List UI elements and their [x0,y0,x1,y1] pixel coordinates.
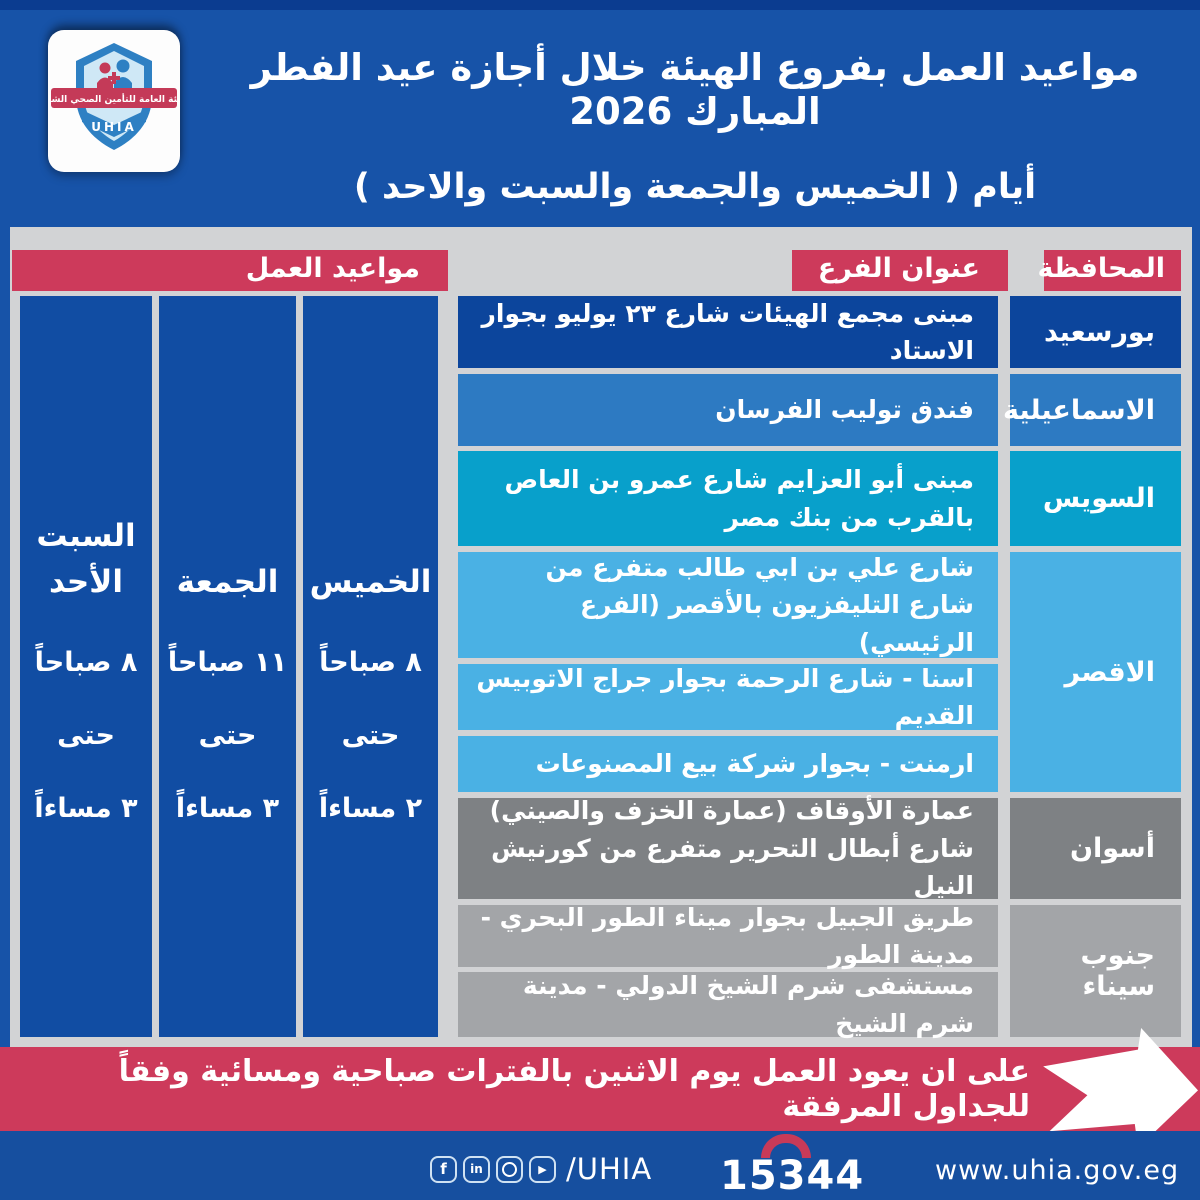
social-handle: /UHIA [566,1152,653,1186]
hotline-block[interactable]: 15344 [720,1131,865,1199]
instagram-ring [502,1161,517,1177]
phone-handset-icon [761,1134,811,1158]
title-line-2: أيام ( الخميس والجمعة والسبت والاحد ) [353,166,1037,207]
notice-banner: على ان يعود العمل يوم الاثنين بالفترات ص… [0,1028,1200,1148]
notice-text: على ان يعود العمل يوم الاثنين بالفترات ص… [118,1054,1030,1124]
governorate-ismailia: الاسماعيلية [1003,374,1181,446]
end-time: ٢ مساءاً [318,793,423,824]
youtube-icon[interactable]: ▶ [529,1155,556,1183]
until-label: حتى [341,720,400,751]
hours-column-saturday-sunday: السبت الأحد ٨ صباحاً حتى ٣ مساءاً [20,296,152,1037]
table-row-address-esna: اسنا - شارع الرحمة بجوار جراج الاتوبيس ا… [458,664,998,730]
table-row-address-luxor-main: شارع علي بن ابي طالب متفرع من شارع التلي… [458,552,998,658]
logo-abbr: UHIA [91,120,137,134]
column-header-branch-address: عنوان الفرع [792,250,1008,291]
day-label: الأحد [49,564,123,600]
uhia-shield-icon: الهيئة العامة للتأمين الصحي الشامل UHIA [35,43,193,150]
until-label: حتى [198,720,257,751]
page-title: مواعيد العمل بفروع الهيئة خلال أجازة عيد… [210,46,1180,207]
top-edge-strip [0,0,1200,10]
governorate-south-sinai: جنوب سيناء [1010,905,1181,1037]
start-time: ٨ صباحاً [34,647,138,678]
social-links: f in ▶ /UHIA [430,1152,652,1186]
branches-table: مواعيد العمل عنوان الفرع المحافظة الخميس… [10,227,1192,1047]
hotline-number: 15344 [720,1153,865,1199]
table-row-address-armant: ارمنت - بجوار شركة بيع المصنوعات [458,736,998,792]
table-row-address-aswan: عمارة الأوقاف (عمارة الخزف والصيني) شارع… [458,796,998,900]
end-time: ٣ مساءاً [34,793,138,824]
day-label: الجمعة [176,564,279,600]
table-row-address-tor: طريق الجبيل بجوار ميناء الطور البحري - م… [458,903,998,969]
instagram-icon[interactable] [496,1155,523,1183]
footer-bar: f in ▶ /UHIA 15344 www.uhia.gov.eg [0,1131,1200,1200]
title-line-1: مواعيد العمل بفروع الهيئة خلال أجازة عيد… [250,46,1140,134]
uhia-logo: الهيئة العامة للتأمين الصحي الشامل UHIA [35,30,193,172]
day-label: السبت [36,518,136,554]
play-icon: ▶ [538,1162,547,1176]
table-row-address-suez: مبنى أبو العزايم شارع عمرو بن العاص بالق… [458,451,998,546]
governorate-suez: السويس [1010,451,1181,546]
facebook-icon[interactable]: f [430,1155,457,1183]
day-names: الخميس [310,509,432,605]
start-time: ٨ صباحاً [319,647,422,678]
column-header-working-hours: مواعيد العمل [12,250,448,291]
hours-column-friday: الجمعة ١١ صباحاً حتى ٣ مساءاً [159,296,296,1037]
table-row-address-ismailia: فندق توليب الفرسان [458,374,998,446]
column-header-governorate: المحافظة [1038,250,1181,291]
logo-org-name: الهيئة العامة للتأمين الصحي الشامل [48,93,180,105]
day-label: الخميس [309,564,432,600]
governorate-port-said: بورسعيد [1010,296,1181,368]
start-time: ١١ صباحاً [167,647,288,678]
hours-column-thursday: الخميس ٨ صباحاً حتى ٢ مساءاً [303,296,438,1037]
day-names: السبت الأحد [36,509,135,605]
table-row-address-sharm: مستشفى شرم الشيخ الدولي - مدينة شرم الشي… [458,971,998,1038]
until-label: حتى [57,720,115,751]
day-names: الجمعة [177,509,279,605]
governorate-luxor: الاقصر [1010,552,1181,792]
end-time: ٣ مساءاً [175,793,280,824]
linkedin-icon[interactable]: in [463,1155,490,1183]
table-row-address-port-said: مبنى مجمع الهيئات شارع ٢٣ يوليو بجوار ال… [458,296,998,368]
website-url[interactable]: www.uhia.gov.eg [935,1155,1180,1186]
governorate-aswan: أسوان [1010,798,1181,899]
